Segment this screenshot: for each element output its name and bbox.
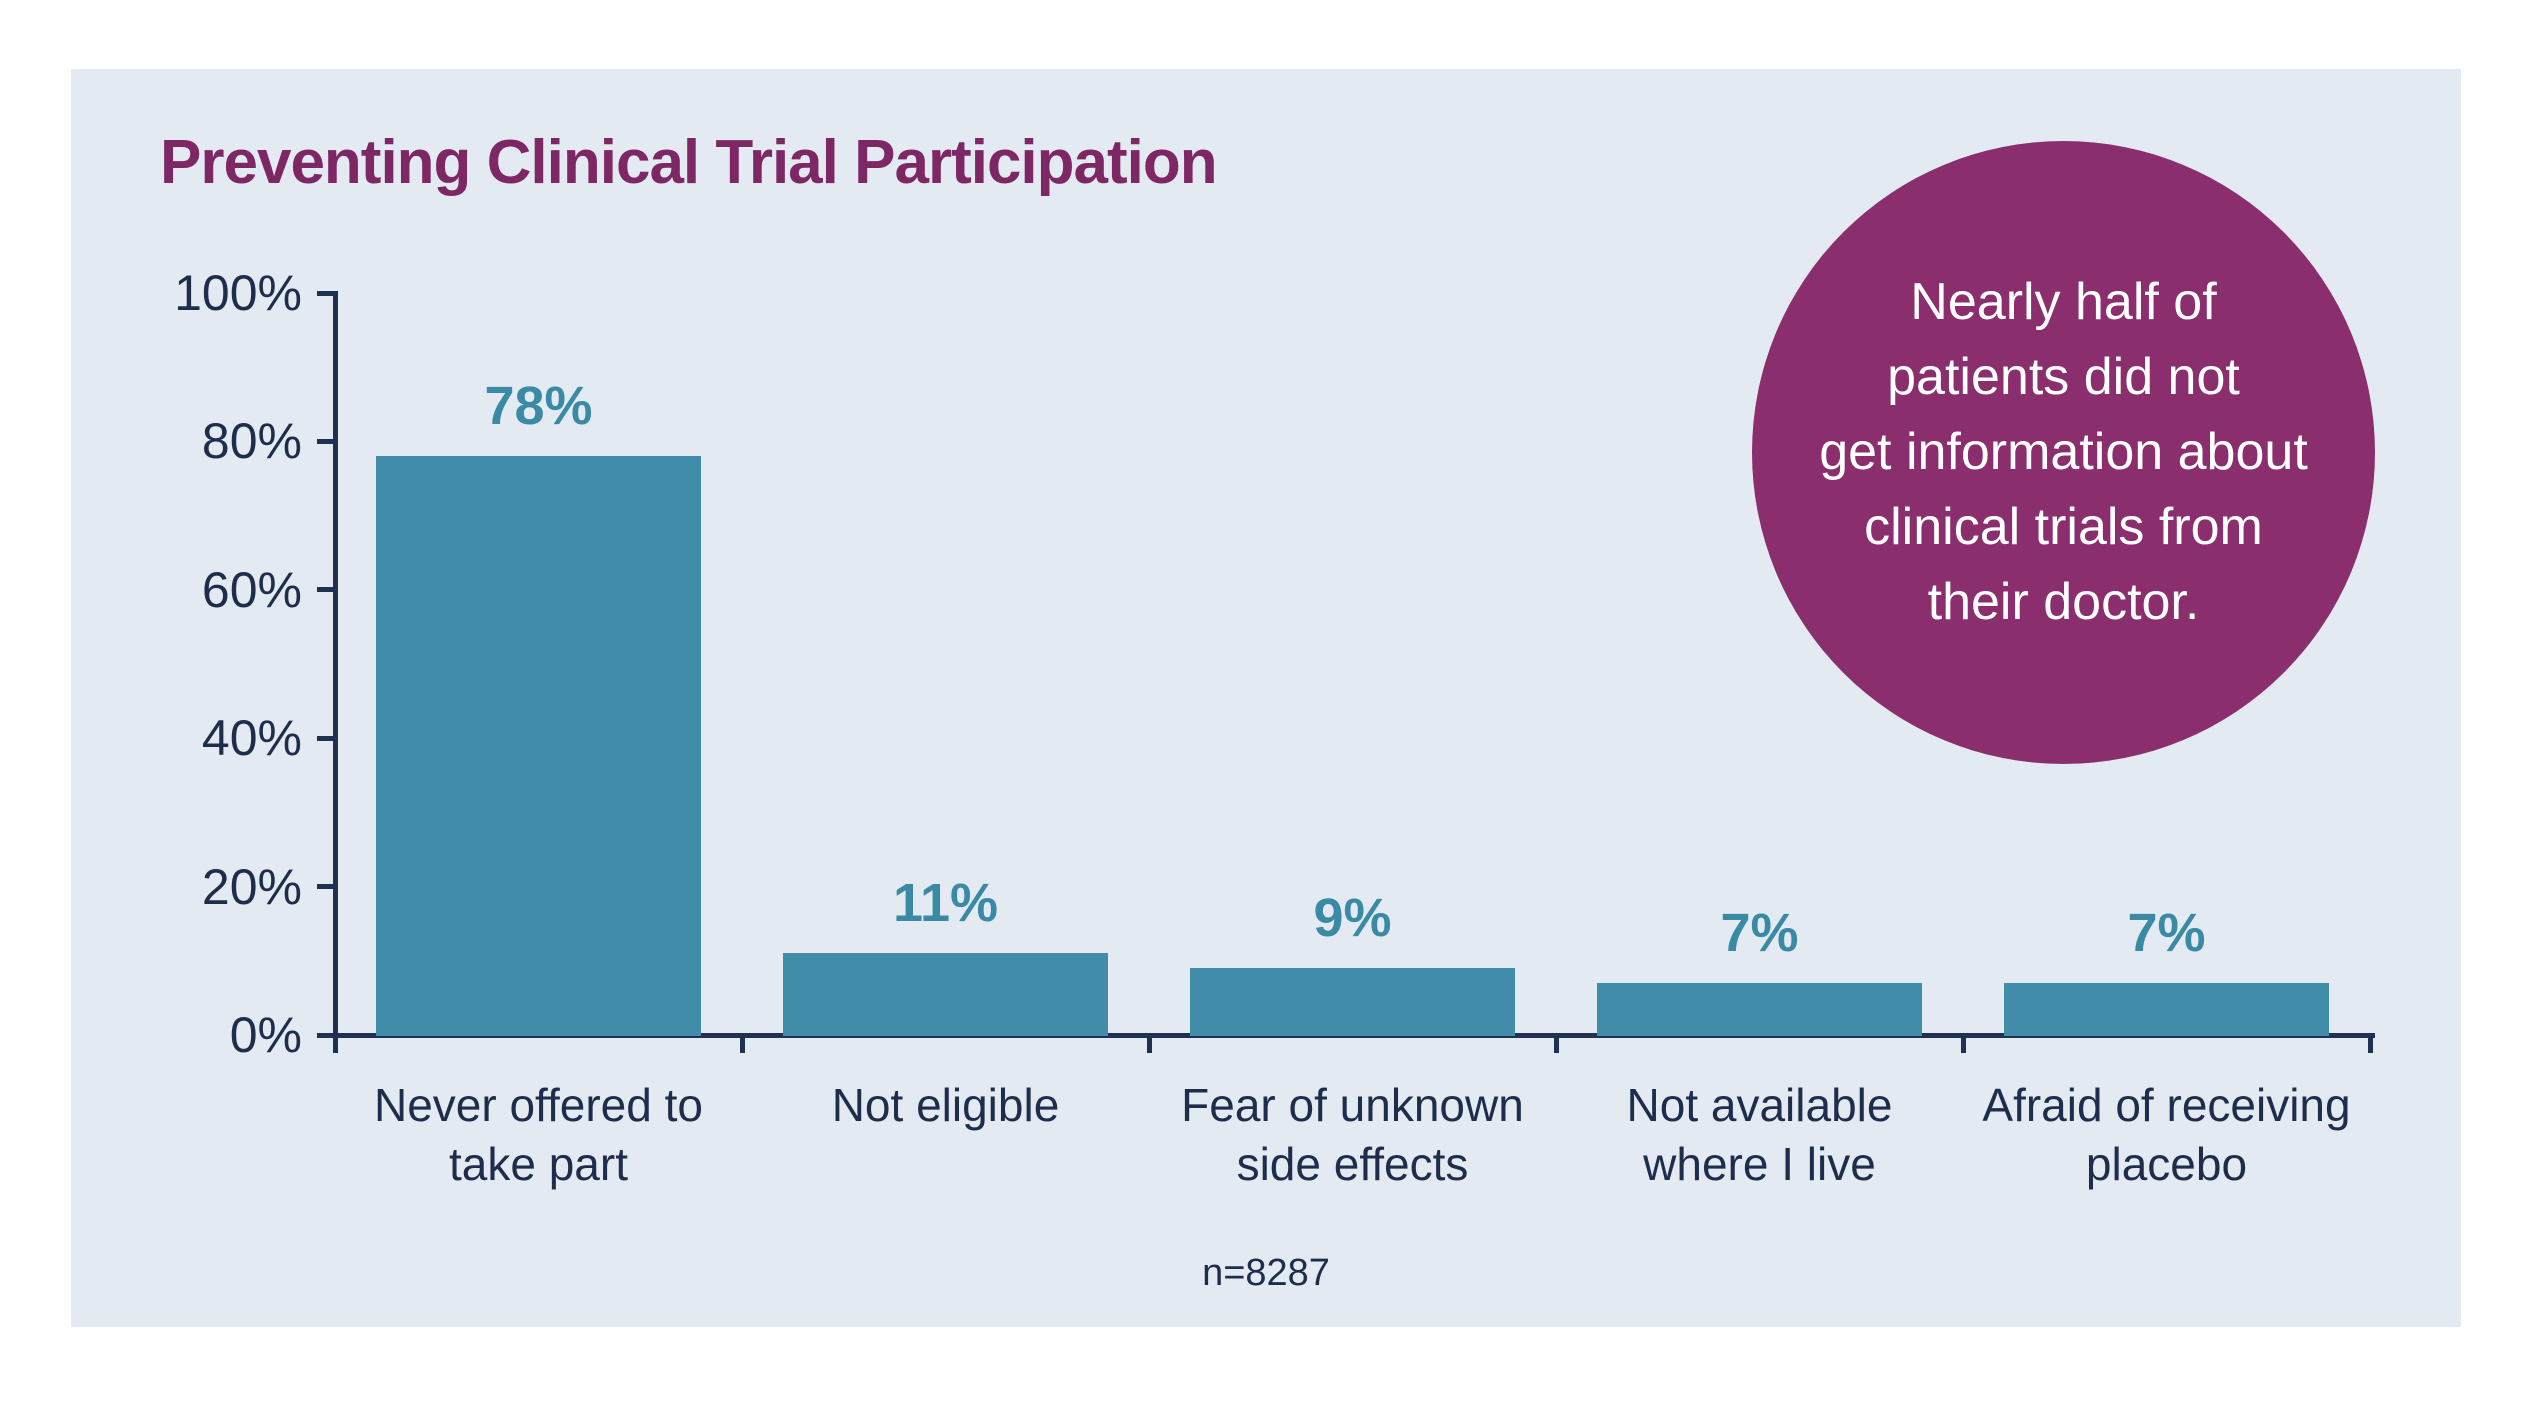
sample-size-note: n=8287 <box>1202 1252 1330 1294</box>
y-axis-label-40: 40% <box>201 710 302 767</box>
x-axis-tick-5 <box>2367 1033 2373 1053</box>
x-axis-tick-3 <box>1553 1033 1559 1053</box>
bar-value-label-fear-of-unknown-side-effects: 9% <box>1313 888 1392 949</box>
bar-not-eligible <box>783 953 1108 1036</box>
y-axis-tick-60 <box>317 587 335 593</box>
callout-circle: Nearly half of patients did not get info… <box>1752 141 2375 764</box>
bar-fear-of-unknown-side-effects <box>1190 968 1515 1036</box>
x-axis-category-not-eligible: Not eligible <box>831 1079 1060 1131</box>
x-axis-category-fear-of-unknown-side-effects: Fear of unknown side effects <box>1181 1079 1524 1190</box>
y-axis-line <box>333 291 338 1053</box>
bar-value-label-not-available-where-i-live: 7% <box>1720 903 1799 964</box>
y-axis-tick-20 <box>317 884 335 890</box>
x-axis-tick-0 <box>332 1033 338 1053</box>
y-axis-tick-80 <box>317 438 335 444</box>
y-axis-label-20: 20% <box>201 858 302 915</box>
bar-value-label-not-eligible: 11% <box>892 873 999 934</box>
y-axis-label-60: 60% <box>201 561 302 618</box>
bar-never-offered-to-take-part <box>376 456 701 1036</box>
x-axis-tick-2 <box>1146 1033 1152 1053</box>
y-axis-tick-40 <box>317 735 335 741</box>
x-axis-tick-1 <box>739 1033 745 1053</box>
chart-title: Preventing Clinical Trial Participation <box>160 128 1218 197</box>
y-axis-label-100: 100% <box>174 265 302 321</box>
bar-not-available-where-i-live <box>1597 983 1922 1036</box>
x-axis-category-never-offered-to-take-part: Never offered to take part <box>373 1079 703 1190</box>
y-axis-label-0: 0% <box>229 1007 302 1063</box>
callout-text: Nearly half of patients did not get info… <box>1819 273 2308 631</box>
bar-value-label-never-offered-to-take-part: 78% <box>484 376 593 437</box>
y-axis-tick-100 <box>317 290 335 296</box>
bar-afraid-of-receiving-placebo <box>2004 983 2329 1036</box>
bar-value-label-afraid-of-receiving-placebo: 7% <box>2127 903 2206 964</box>
x-axis-category-not-available-where-i-live: Not available where I live <box>1626 1079 1893 1190</box>
x-axis-tick-4 <box>1960 1033 1966 1053</box>
y-axis-tick-0 <box>317 1032 335 1038</box>
x-axis-category-afraid-of-receiving-placebo: Afraid of receiving placebo <box>1982 1079 2351 1190</box>
y-axis-label-80: 80% <box>201 413 302 470</box>
